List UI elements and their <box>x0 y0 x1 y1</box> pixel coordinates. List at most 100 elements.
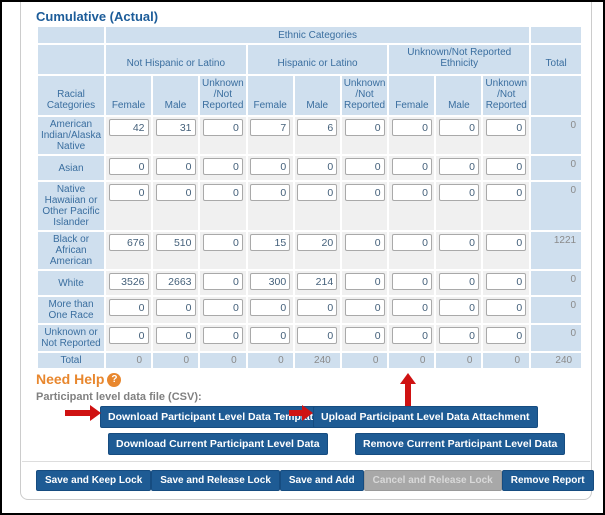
table-row: Black or African American 1221 <box>38 232 582 269</box>
count-input[interactable] <box>108 184 149 201</box>
count-cell <box>436 182 482 230</box>
col-header-female: Female <box>247 76 293 115</box>
count-input[interactable] <box>297 119 338 136</box>
remove-report-button[interactable]: Remove Report <box>501 470 594 491</box>
count-input[interactable] <box>202 273 243 290</box>
count-input[interactable] <box>344 184 385 201</box>
count-input[interactable] <box>344 299 385 316</box>
count-input[interactable] <box>344 234 385 251</box>
count-input[interactable] <box>297 234 338 251</box>
count-input[interactable] <box>486 234 527 251</box>
row-total: 0 <box>531 156 582 180</box>
count-input[interactable] <box>297 327 338 344</box>
count-cell <box>294 156 340 180</box>
count-cell <box>294 182 340 230</box>
count-input[interactable] <box>344 119 385 136</box>
count-input[interactable] <box>108 299 149 316</box>
count-input[interactable] <box>108 119 149 136</box>
count-input[interactable] <box>202 184 243 201</box>
count-cell <box>483 325 530 351</box>
count-input[interactable] <box>438 158 479 175</box>
racial-category-label: American Indian/Alaska Native <box>38 117 104 154</box>
count-cell <box>247 271 293 295</box>
need-help-link[interactable]: Need Help? <box>36 371 122 388</box>
count-input[interactable] <box>438 184 479 201</box>
download-current-button[interactable]: Download Current Participant Level Data <box>108 433 328 455</box>
count-input[interactable] <box>250 234 291 251</box>
count-input[interactable] <box>202 158 243 175</box>
count-input[interactable] <box>202 299 243 316</box>
racial-category-label: Unknown or Not Reported <box>38 325 104 351</box>
count-input[interactable] <box>391 119 432 136</box>
col-header-male: Male <box>294 76 340 115</box>
count-input[interactable] <box>438 234 479 251</box>
table-row: American Indian/Alaska Native 0 <box>38 117 582 154</box>
count-input[interactable] <box>438 299 479 316</box>
col-header-female: Female <box>106 76 151 115</box>
count-input[interactable] <box>250 158 291 175</box>
count-input[interactable] <box>344 273 385 290</box>
count-input[interactable] <box>297 158 338 175</box>
count-input[interactable] <box>391 158 432 175</box>
racial-category-label: Native Hawaiian or Other Pacific Islande… <box>38 182 104 230</box>
help-icon[interactable]: ? <box>107 373 122 388</box>
csv-file-label: Participant level data file (CSV): <box>36 391 202 403</box>
count-cell <box>106 117 151 154</box>
count-input[interactable] <box>155 234 196 251</box>
count-input[interactable] <box>108 234 149 251</box>
count-input[interactable] <box>486 119 527 136</box>
count-input[interactable] <box>438 119 479 136</box>
count-cell <box>341 271 388 295</box>
cancel-and-release-lock-button[interactable]: Cancel and Release Lock <box>363 470 502 491</box>
count-input[interactable] <box>108 273 149 290</box>
count-input[interactable] <box>250 273 291 290</box>
count-input[interactable] <box>155 158 196 175</box>
count-input[interactable] <box>155 273 196 290</box>
count-input[interactable] <box>391 299 432 316</box>
count-input[interactable] <box>297 299 338 316</box>
count-input[interactable] <box>155 299 196 316</box>
save-and-keep-lock-button[interactable]: Save and Keep Lock <box>36 470 152 491</box>
count-input[interactable] <box>486 184 527 201</box>
count-input[interactable] <box>391 184 432 201</box>
count-input[interactable] <box>250 299 291 316</box>
count-input[interactable] <box>250 119 291 136</box>
count-input[interactable] <box>250 327 291 344</box>
count-input[interactable] <box>486 327 527 344</box>
count-input[interactable] <box>297 273 338 290</box>
count-input[interactable] <box>344 158 385 175</box>
count-input[interactable] <box>438 273 479 290</box>
count-input[interactable] <box>108 327 149 344</box>
column-total: 240 <box>294 353 340 368</box>
save-and-add-button[interactable]: Save and Add <box>279 470 364 491</box>
count-cell <box>200 325 246 351</box>
count-input[interactable] <box>344 327 385 344</box>
remove-current-button[interactable]: Remove Current Participant Level Data <box>355 433 566 455</box>
count-input[interactable] <box>391 273 432 290</box>
count-input[interactable] <box>391 327 432 344</box>
count-input[interactable] <box>108 158 149 175</box>
count-input[interactable] <box>250 184 291 201</box>
count-input[interactable] <box>486 273 527 290</box>
count-cell <box>483 232 530 269</box>
count-input[interactable] <box>391 234 432 251</box>
download-template-button[interactable]: Download Participant Level Data Template <box>100 406 328 428</box>
count-input[interactable] <box>438 327 479 344</box>
count-input[interactable] <box>202 327 243 344</box>
count-input[interactable] <box>155 327 196 344</box>
save-and-release-lock-button[interactable]: Save and Release Lock <box>151 470 280 491</box>
count-input[interactable] <box>486 299 527 316</box>
count-input[interactable] <box>155 184 196 201</box>
count-cell <box>483 271 530 295</box>
count-input[interactable] <box>202 234 243 251</box>
table-row: Unknown or Not Reported 0 <box>38 325 582 351</box>
upload-attachment-button[interactable]: Upload Participant Level Data Attachment <box>313 406 538 428</box>
count-cell <box>389 182 435 230</box>
count-cell <box>247 117 293 154</box>
count-input[interactable] <box>155 119 196 136</box>
count-cell <box>389 325 435 351</box>
count-input[interactable] <box>202 119 243 136</box>
count-input[interactable] <box>297 184 338 201</box>
count-cell <box>483 117 530 154</box>
count-input[interactable] <box>486 158 527 175</box>
